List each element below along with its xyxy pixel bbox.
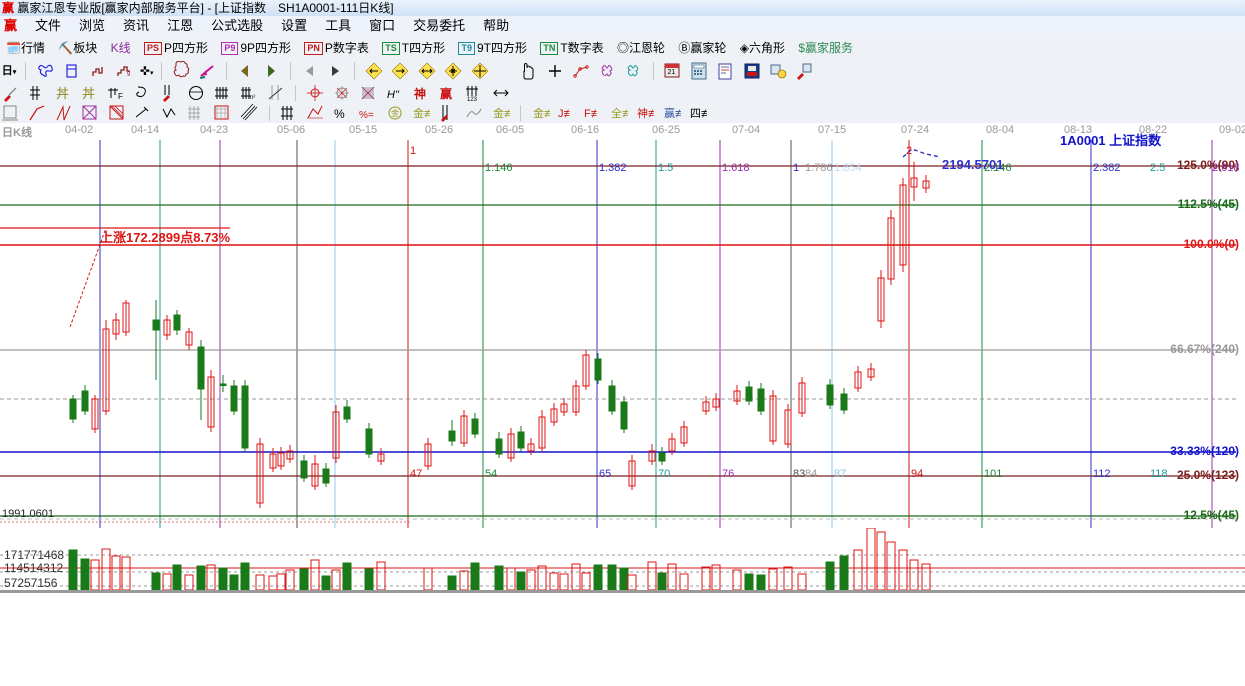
svg-text:金≢: 金≢ [533,106,551,120]
svg-text:金: 金 [391,108,399,118]
svg-text:四≢: 四≢ [690,108,709,120]
svg-text:赢≢: 赢≢ [664,106,683,120]
svg-text:神≢: 神≢ [637,106,656,120]
svg-text:%: % [334,107,345,121]
svg-text:J≢: J≢ [558,108,575,120]
svg-text:赢: 赢 [440,86,452,101]
svg-text:9: 9 [127,72,131,78]
svg-text:金≢: 金≢ [493,106,511,120]
svg-text:n²: n² [250,95,255,101]
svg-text:H": H" [387,89,400,101]
svg-text:神: 神 [414,86,426,101]
svg-text:丼: 丼 [82,86,95,101]
svg-text:丼: 丼 [56,86,69,101]
svg-text:%=: %= [359,110,374,121]
svg-text:F≢: F≢ [584,108,602,120]
svg-text:21: 21 [668,69,676,76]
svg-text:F: F [118,92,123,101]
svg-text:金≢: 金≢ [413,106,431,120]
svg-text:全≢: 全≢ [611,106,630,120]
